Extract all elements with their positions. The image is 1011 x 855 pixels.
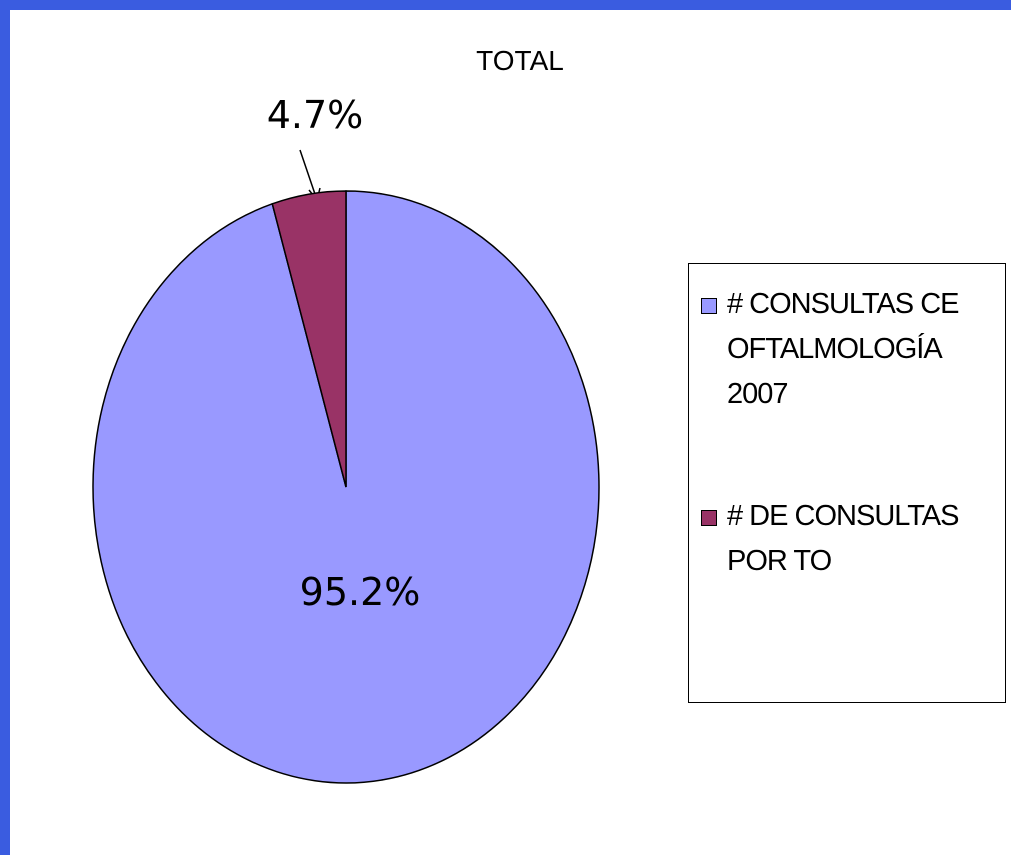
pie-slice [271,190,347,488]
data-label: 95.2% [300,570,421,614]
legend-label: # CONSULTAS CE OFTALMOLOGÍA 2007 [727,288,959,410]
chart: TOTAL 95.2% 4.7% [92,45,600,784]
leader-line [299,149,318,201]
chart-title: TOTAL [476,45,564,76]
legend-swatch [701,298,717,314]
legend-label: # DE CONSULTAS POR TO [727,500,959,577]
legend-swatch [701,510,717,526]
legend: # CONSULTAS CE OFTALMOLOGÍA 2007 # DE CON… [688,263,1006,703]
data-label: 4.7% [267,93,364,137]
